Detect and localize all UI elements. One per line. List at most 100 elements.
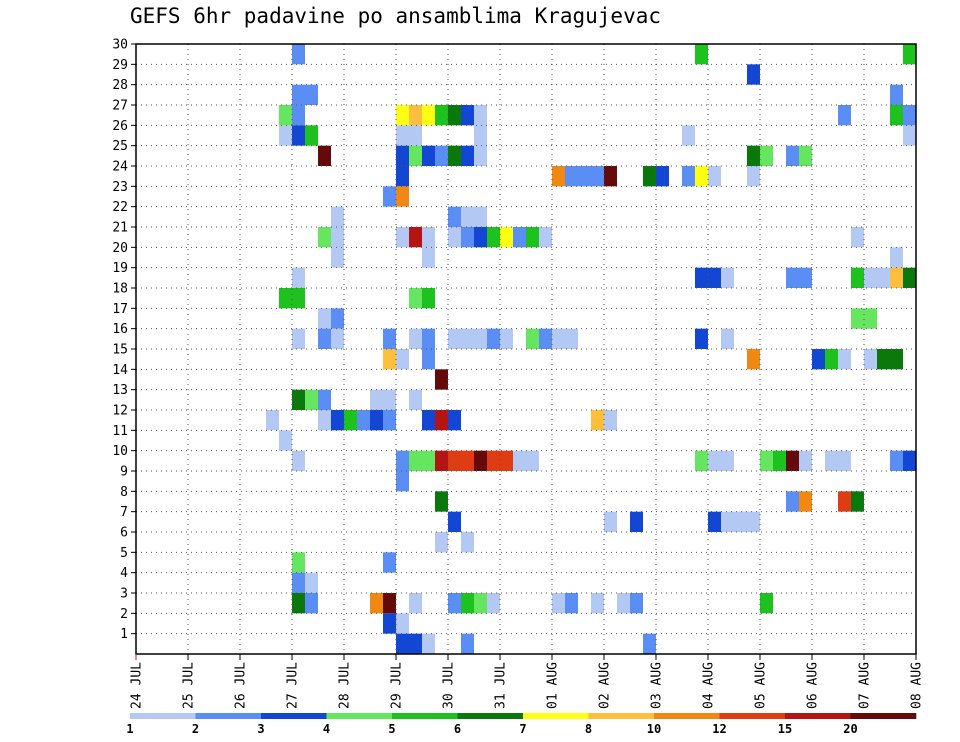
heatmap-cell: [695, 166, 708, 187]
heatmap-cell: [526, 227, 539, 248]
heatmap-cell: [903, 267, 916, 288]
heatmap-cell: [409, 105, 422, 126]
heatmap-cell: [435, 105, 448, 126]
heatmap-cell: [500, 450, 513, 471]
heatmap-cell: [383, 186, 396, 207]
heatmap-cell: [461, 206, 474, 227]
heatmap-cell: [487, 450, 500, 471]
heatmap-cell: [851, 308, 864, 329]
heatmap-cell: [734, 511, 747, 532]
heatmap-cell: [643, 633, 656, 654]
heatmap-cell: [630, 593, 643, 614]
heatmap-cell: [279, 430, 292, 451]
colorbar-label: 6: [454, 722, 461, 736]
heatmap-cell: [591, 593, 604, 614]
heatmap-cell: [383, 328, 396, 349]
heatmap-cell: [318, 389, 331, 410]
heatmap-cell: [383, 410, 396, 431]
colorbar-label: 15: [778, 722, 792, 736]
heatmap-cell: [513, 227, 526, 248]
colorbar-segment: [785, 713, 851, 719]
x-tick-label: 01 AUG: [546, 662, 561, 709]
heatmap-cell: [812, 349, 825, 370]
heatmap-cell: [487, 328, 500, 349]
heatmap-cell: [903, 125, 916, 146]
colorbar-label: 3: [257, 722, 264, 736]
heatmap-cell: [396, 186, 409, 207]
heatmap-cell: [396, 125, 409, 146]
heatmap-cell: [331, 206, 344, 227]
colorbar-segment: [523, 713, 589, 719]
heatmap-cell: [799, 145, 812, 166]
heatmap-cell: [370, 389, 383, 410]
x-tick-label: 26 JUL: [234, 662, 249, 709]
heatmap-cell: [721, 450, 734, 471]
colorbar-label: 20: [843, 722, 857, 736]
y-tick-label: 24: [112, 160, 128, 175]
heatmap-cell: [422, 145, 435, 166]
heatmap-cell: [448, 450, 461, 471]
colorbar-label: 5: [388, 722, 395, 736]
heatmap-cell: [890, 267, 903, 288]
y-tick-label: 23: [112, 180, 128, 195]
heatmap-cell: [383, 389, 396, 410]
heatmap-cell: [409, 328, 422, 349]
heatmap-cell: [500, 227, 513, 248]
x-tick-label: 05 AUG: [754, 662, 769, 709]
heatmap-cell: [396, 105, 409, 126]
heatmap-cell: [305, 593, 318, 614]
heatmap-cell: [318, 410, 331, 431]
heatmap-cell: [526, 450, 539, 471]
heatmap-cell: [279, 288, 292, 309]
heatmap-cell: [500, 328, 513, 349]
heatmap-cell: [422, 247, 435, 268]
heatmap-cell: [422, 227, 435, 248]
heatmap-cell: [851, 491, 864, 512]
heatmap-cell: [747, 166, 760, 187]
heatmap-cell: [474, 105, 487, 126]
heatmap-cell: [864, 349, 877, 370]
heatmap-cell: [890, 247, 903, 268]
heatmap-cell: [461, 328, 474, 349]
heatmap-cell: [396, 450, 409, 471]
heatmap-cell: [890, 84, 903, 105]
heatmap-cell: [292, 328, 305, 349]
heatmap-cell: [474, 593, 487, 614]
x-tick-label: 25 JUL: [182, 662, 197, 709]
heatmap-cell: [552, 166, 565, 187]
heatmap-cell: [448, 511, 461, 532]
heatmap-cell: [747, 64, 760, 85]
heatmap-cell: [786, 450, 799, 471]
colorbar-label: 7: [519, 722, 526, 736]
y-tick-label: 30: [112, 38, 128, 53]
heatmap-cell: [851, 227, 864, 248]
heatmap-cell: [552, 593, 565, 614]
heatmap-cell: [851, 267, 864, 288]
heatmap-cell: [760, 450, 773, 471]
heatmap-cell: [305, 389, 318, 410]
heatmap-cell: [266, 410, 279, 431]
heatmap-cell: [292, 572, 305, 593]
y-tick-label: 29: [112, 58, 128, 73]
heatmap-cell: [383, 552, 396, 573]
colorbar-segment: [588, 713, 655, 719]
heatmap-cell: [409, 450, 422, 471]
colorbar-segment: [326, 713, 393, 719]
heatmap-cell: [318, 227, 331, 248]
heatmap-cell: [396, 166, 409, 187]
heatmap-cell: [448, 206, 461, 227]
heatmap-cell: [435, 450, 448, 471]
heatmap-cell: [838, 349, 851, 370]
heatmap-cell: [435, 145, 448, 166]
heatmap-cell: [292, 552, 305, 573]
y-tick-label: 27: [112, 99, 128, 114]
y-tick-label: 16: [112, 322, 128, 337]
colorbar-segment: [719, 713, 786, 719]
heatmap-cell: [292, 44, 305, 65]
heatmap-cell: [435, 369, 448, 390]
heatmap-cell: [422, 450, 435, 471]
heatmap-cell: [435, 410, 448, 431]
heatmap-cell: [838, 105, 851, 126]
heatmap-cell: [292, 125, 305, 146]
heatmap-cell: [305, 125, 318, 146]
